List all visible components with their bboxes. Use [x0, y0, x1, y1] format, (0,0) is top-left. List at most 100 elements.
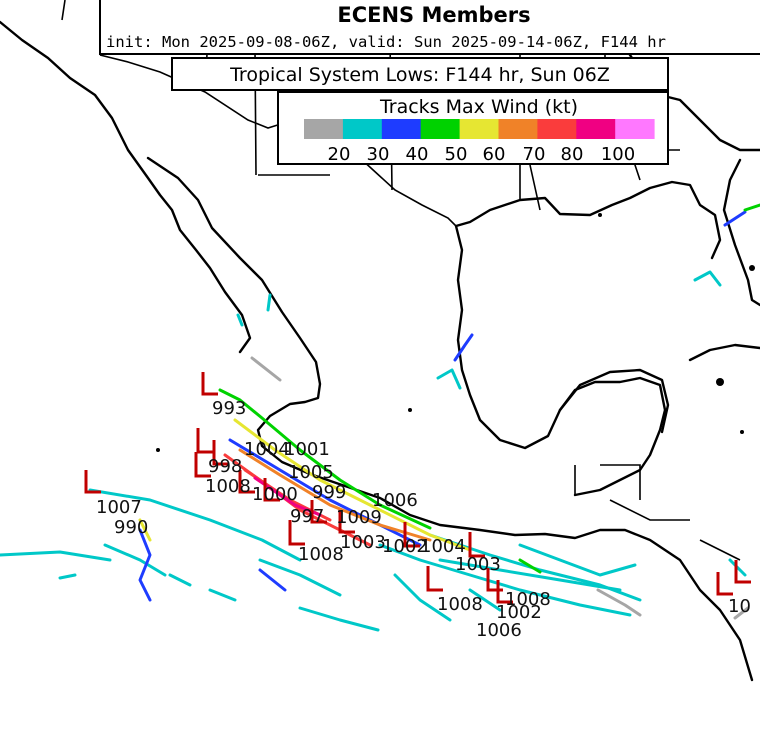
track: [233, 418, 472, 552]
low-marker: [468, 532, 485, 558]
track: [723, 210, 747, 227]
legend-swatch: [304, 119, 344, 139]
pressure-label: 1004: [244, 439, 290, 460]
track: [236, 293, 272, 327]
track: [743, 203, 760, 212]
track: [436, 368, 462, 390]
pressure-label: 1008: [437, 594, 483, 615]
pressure-label: 1006: [476, 620, 522, 641]
yucatan-coast: [558, 368, 670, 434]
pressure-label: 10: [728, 596, 751, 617]
legend-tick-label: 100: [601, 144, 635, 165]
low-marker: [734, 560, 751, 584]
track: [518, 543, 637, 577]
map-subtitle: init: Mon 2025-09-08-06Z, valid: Sun 202…: [106, 33, 666, 51]
central-america-borders: [574, 464, 741, 561]
pressure-label: 1002: [382, 536, 428, 557]
low-marker: [288, 520, 305, 546]
panel-title-text: Tropical System Lows: F144 hr, Sun 06Z: [229, 64, 610, 86]
low-marker: [496, 580, 513, 604]
track: [468, 588, 502, 612]
low-markers: [84, 372, 751, 604]
legend-swatch: [381, 119, 422, 139]
legend-swatches: [304, 119, 655, 139]
mexico-west-coast: [146, 156, 754, 682]
islands: [156, 213, 755, 452]
track: [103, 543, 167, 577]
legend-swatch: [420, 119, 461, 139]
track: [250, 356, 282, 382]
pressure-label: 1000: [252, 484, 298, 505]
pressure-label: 998: [208, 456, 242, 477]
track: [518, 558, 542, 574]
pressure-labels: 993 1001 1007 990 1006 1008 1003 1008 10…: [96, 398, 751, 641]
wind-legend: Tracks Max Wind (kt) 20 30 40 50 60 70 80 100: [277, 91, 669, 165]
legend-ticks: 20 30 40 50 60 70 80 100: [328, 144, 636, 165]
pressure-label: 993: [212, 398, 246, 419]
legend-swatch: [342, 119, 383, 139]
pressure-label: 1008: [505, 589, 551, 610]
legend-tick-label: 60: [483, 144, 506, 165]
legend-swatch: [576, 119, 616, 139]
low-marker: [716, 572, 733, 596]
pressure-label: 1008: [298, 544, 344, 565]
pressure-label: 1005: [288, 462, 334, 483]
track: [138, 528, 152, 602]
track: [693, 270, 722, 287]
pressure-label: 1008: [205, 476, 251, 497]
pacific-coastline: [0, 20, 252, 354]
pressure-label: 1009: [336, 507, 382, 528]
pressure-label: 1003: [455, 554, 501, 575]
track: [0, 550, 112, 562]
low-marker: [194, 452, 211, 478]
header: ECENS Members init: Mon 2025-09-08-06Z, …: [99, 0, 760, 55]
track: [168, 573, 192, 587]
low-marker: [201, 372, 218, 396]
ensemble-tracks: [0, 203, 760, 632]
pressure-label: 990: [114, 517, 148, 538]
legend-tick-label: 30: [367, 144, 390, 165]
track: [88, 488, 302, 562]
track: [58, 573, 77, 580]
low-marker: [426, 566, 443, 592]
track: [228, 438, 422, 547]
title-box: [99, 0, 760, 55]
low-marker: [238, 470, 255, 494]
track: [733, 606, 750, 620]
track: [258, 568, 287, 592]
pressure-label: 997: [290, 506, 324, 527]
pressure-label: 999: [312, 482, 346, 503]
legend-title: Tracks Max Wind (kt): [379, 96, 578, 118]
track: [378, 543, 632, 617]
low-marker: [310, 500, 327, 524]
low-marker: [212, 440, 229, 466]
panel-title-box: [171, 57, 669, 91]
cuba-coast: [688, 343, 760, 362]
pressure-label: 1007: [96, 497, 142, 518]
track: [238, 448, 432, 542]
map-title: ECENS Members: [337, 3, 530, 27]
track: [596, 588, 642, 617]
low-marker: [263, 478, 280, 502]
legend-swatch: [459, 119, 499, 139]
pressure-label: 1004: [420, 536, 466, 557]
legend-tick-label: 40: [406, 144, 429, 165]
panel-title: Tropical System Lows: F144 hr, Sun 06Z: [171, 57, 669, 91]
legend-swatch: [537, 119, 577, 139]
track: [438, 558, 622, 592]
track: [258, 558, 342, 597]
pressure-label: 1003: [340, 532, 386, 553]
low-marker: [84, 470, 101, 494]
legend-tick-label: 70: [523, 144, 546, 165]
track: [218, 388, 432, 530]
legend-tick-label: 80: [561, 144, 584, 165]
legend-tick-label: 50: [445, 144, 468, 165]
low-marker: [196, 428, 213, 454]
track: [393, 573, 452, 622]
gulf-coastline: [454, 180, 722, 497]
legend-tick-label: 20: [328, 144, 351, 165]
track: [208, 588, 237, 602]
low-marker: [403, 522, 420, 548]
track: [453, 333, 474, 362]
